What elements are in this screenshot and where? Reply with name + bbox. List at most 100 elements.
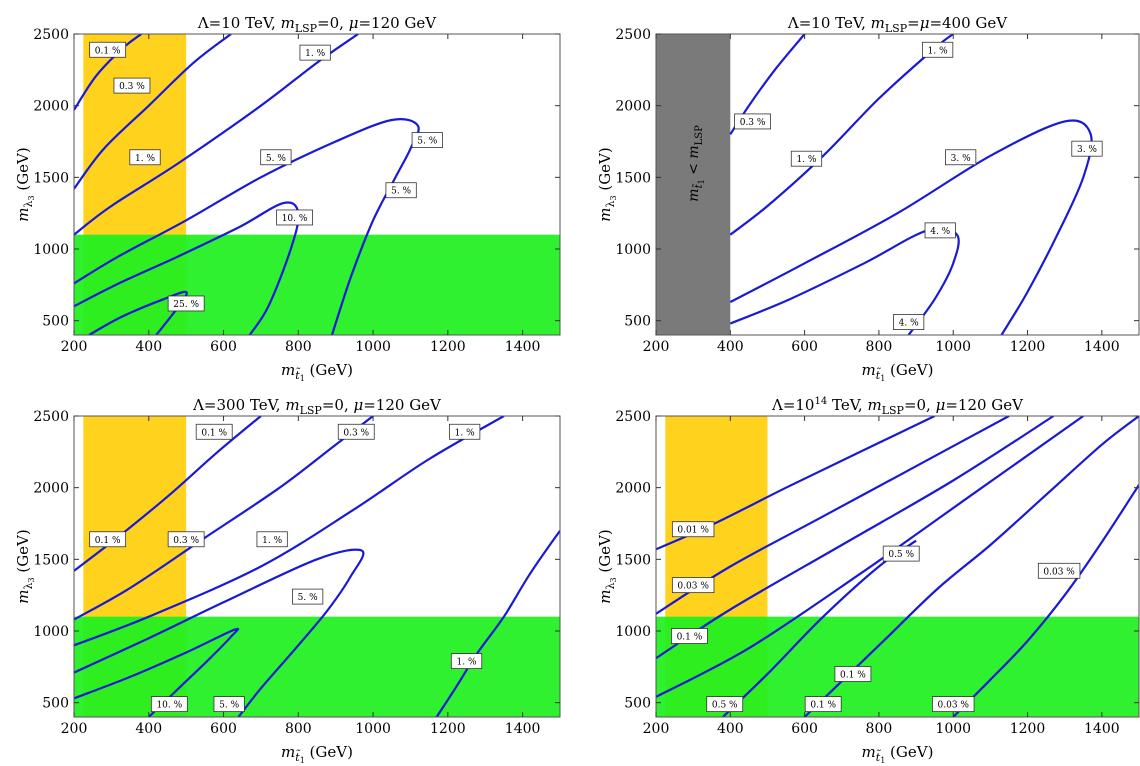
svg-text:0.5 %: 0.5 % xyxy=(712,701,738,711)
svg-text:3. %: 3. % xyxy=(1077,145,1097,155)
panel-1-contour-label-3: 1. % xyxy=(299,44,331,61)
panel-2-x-tick-label: 800 xyxy=(866,339,893,355)
panel-4-contour-3 xyxy=(656,416,1055,660)
panel-1-y-tick-label: 1500 xyxy=(33,170,69,186)
panel-3-contour-3 xyxy=(74,416,505,647)
panel-1-x-tick-label: 1000 xyxy=(355,339,391,355)
panel-1-x-tick-label: 400 xyxy=(135,339,162,355)
panel-3-contour-label-1: 0.1 % xyxy=(195,423,233,440)
panel-3-frame xyxy=(73,415,561,718)
panel-2-contour-2 xyxy=(729,34,954,236)
panel-1-contour-2 xyxy=(74,34,232,190)
panel-4-y-tick-label: 2000 xyxy=(615,481,651,497)
svg-text:0.1 %: 0.1 % xyxy=(810,701,836,711)
panel-1-x-tick-label: 800 xyxy=(285,339,312,355)
panel-3-contour-label-7: 5. % xyxy=(292,588,324,605)
panel-3: 0.1 % 0.3 % 1. % 0.1 % 0.3 % 1. % 5. % 1. % 10. … xyxy=(14,396,561,765)
panel-2-x-tick-label: 400 xyxy=(717,339,744,355)
panel-2-x-tick-label: 1000 xyxy=(935,339,971,355)
panel-2-y-tick-label: 1500 xyxy=(615,170,651,186)
panel-2-y-tick-label: 500 xyxy=(624,314,651,330)
panel-2-grey-region xyxy=(656,34,731,335)
panel-4-contour-label-9: 0.03 % xyxy=(932,696,975,712)
panel-3-x-tick-label: 1400 xyxy=(505,721,541,737)
panel-3-contour-label-8: 1. % xyxy=(450,653,483,669)
panel-3-green-region xyxy=(74,616,560,717)
panel-1-contour-label-2: 0.3 % xyxy=(113,77,151,94)
panel-1-x-axis-label: mt̃1 (GeV) xyxy=(281,361,353,383)
panel-3-contour-label-2: 0.3 % xyxy=(337,423,375,440)
panel-2-y-axis-label: mλ3 (GeV) xyxy=(596,147,618,221)
svg-text:4. %: 4. % xyxy=(930,227,950,237)
panel-3-y-tick-label: 2000 xyxy=(33,481,69,497)
panel-2-contour-label-4: 3. % xyxy=(945,149,977,166)
panel-2-contour-label-1: 1. % xyxy=(922,41,954,58)
svg-text:0.3 %: 0.3 % xyxy=(173,536,199,546)
panel-1-y-tick-label: 500 xyxy=(42,314,69,330)
panel-2: mt̃1 < mLSP 1. % 0.3 % 1. % 3. % 3. % 4. % 4. %… xyxy=(596,14,1140,383)
panel-4-y-tick-label: 2500 xyxy=(615,409,651,425)
panel-3-contour-label-3: 1. % xyxy=(449,423,481,440)
panel-2-x-tick-label: 1200 xyxy=(1010,339,1046,355)
panel-4-y-tick-label: 1500 xyxy=(615,552,651,568)
svg-text:0.01 %: 0.01 % xyxy=(677,526,709,536)
panel-1-y-tick-label: 2500 xyxy=(33,27,69,43)
panel-4-contour-label-3: 0.1 % xyxy=(671,628,708,644)
panel-3-y-axis-label: mλ3 (GeV) xyxy=(14,529,36,603)
panel-4: 0.01 % 0.03 % 0.1 % 0.5 % 0.03 % 0.1 % 0.5 % 0.… xyxy=(596,396,1140,765)
svg-text:0.1 %: 0.1 % xyxy=(95,536,121,546)
panel-1-contour-3 xyxy=(74,34,359,236)
panel-1-contour-1 xyxy=(74,34,142,111)
panel-2-x-axis-label: mt̃1 (GeV) xyxy=(862,361,934,383)
svg-text:5. %: 5. % xyxy=(391,187,411,197)
svg-text:1. %: 1. % xyxy=(135,154,155,164)
panel-3-y-tick-label: 1500 xyxy=(33,552,69,568)
panel-1-contour-label-9: 25. % xyxy=(167,295,205,312)
svg-text:0.1 %: 0.1 % xyxy=(95,46,121,56)
panel-1-contour-4 xyxy=(74,118,420,335)
panel-4-x-axis-label: mt̃1 (GeV) xyxy=(862,743,934,765)
panel-3-contour-4 xyxy=(74,548,365,717)
panel-1-x-tick-label: 200 xyxy=(61,339,88,355)
panel-3-x-axis-label: mt̃1 (GeV) xyxy=(281,743,353,765)
panel-2-contour-label-5: 3. % xyxy=(1071,140,1103,157)
panel-4-x-tick-label: 800 xyxy=(866,721,893,737)
panel-2-frame xyxy=(655,33,1140,336)
panel-2-contour-3 xyxy=(729,119,1093,335)
panel-2-contour-label-7: 4. % xyxy=(893,314,925,331)
panel-1-x-tick-label: 600 xyxy=(210,339,237,355)
svg-text:0.03 %: 0.03 % xyxy=(938,701,970,711)
panel-2-y-tick-label: 2500 xyxy=(615,27,651,43)
panel-1: 0.1 % 0.3 % 1. % 1. % 5. % 5. % 5. % 10. % 25. %… xyxy=(14,14,561,383)
panel-1-contour-label-7: 5. % xyxy=(385,182,417,199)
panel-3-contour-label-6: 1. % xyxy=(256,531,288,548)
panel-1-frame xyxy=(73,33,561,336)
panel-3-title: Λ=300 TeV, mLSP​=0, μ=120 GeV xyxy=(192,396,442,417)
panel-2-y-tick-label: 1000 xyxy=(615,242,651,258)
panel-3-contour-6 xyxy=(435,530,560,717)
svg-text:1. %: 1. % xyxy=(457,658,477,668)
panel-3-y-tick-label: 2500 xyxy=(33,409,69,425)
panel-1-title: Λ=10 TeV, mLSP​=0, μ=120 GeV xyxy=(197,14,437,35)
panel-4-x-tick-label: 1000 xyxy=(935,721,971,737)
panel-2-title: Λ=10 TeV, mLSP​=μ=400 GeV xyxy=(787,14,1008,35)
panel-2-region-label: mt̃1 < mLSP xyxy=(686,125,706,202)
panel-2-x-tick-label: 1400 xyxy=(1084,339,1120,355)
panel-4-x-tick-label: 600 xyxy=(791,721,818,737)
panel-1-x-tick-label: 1200 xyxy=(430,339,466,355)
panel-4-y-tick-label: 1000 xyxy=(615,624,651,640)
panel-3-x-tick-label: 600 xyxy=(210,721,237,737)
panel-4-contour-label-2: 0.03 % xyxy=(671,577,715,594)
panel-1-contour-label-5: 5. % xyxy=(260,149,292,166)
panel-1-contour-label-6: 5. % xyxy=(411,132,443,148)
panel-3-contour-label-4: 0.1 % xyxy=(89,531,127,548)
panel-4-contour-label-6: 0.1 % xyxy=(834,666,872,682)
svg-text:5. %: 5. % xyxy=(219,701,239,711)
panel-3-contour-2 xyxy=(74,416,374,621)
panel-1-contour-label-1: 0.1 % xyxy=(89,41,127,58)
panel-4-y-tick-label: 500 xyxy=(624,696,651,712)
panel-1-x-tick-label: 1400 xyxy=(505,339,541,355)
svg-text:1. %: 1. % xyxy=(928,46,948,56)
panel-4-x-tick-label: 400 xyxy=(717,721,744,737)
panel-3-x-tick-label: 800 xyxy=(285,721,312,737)
